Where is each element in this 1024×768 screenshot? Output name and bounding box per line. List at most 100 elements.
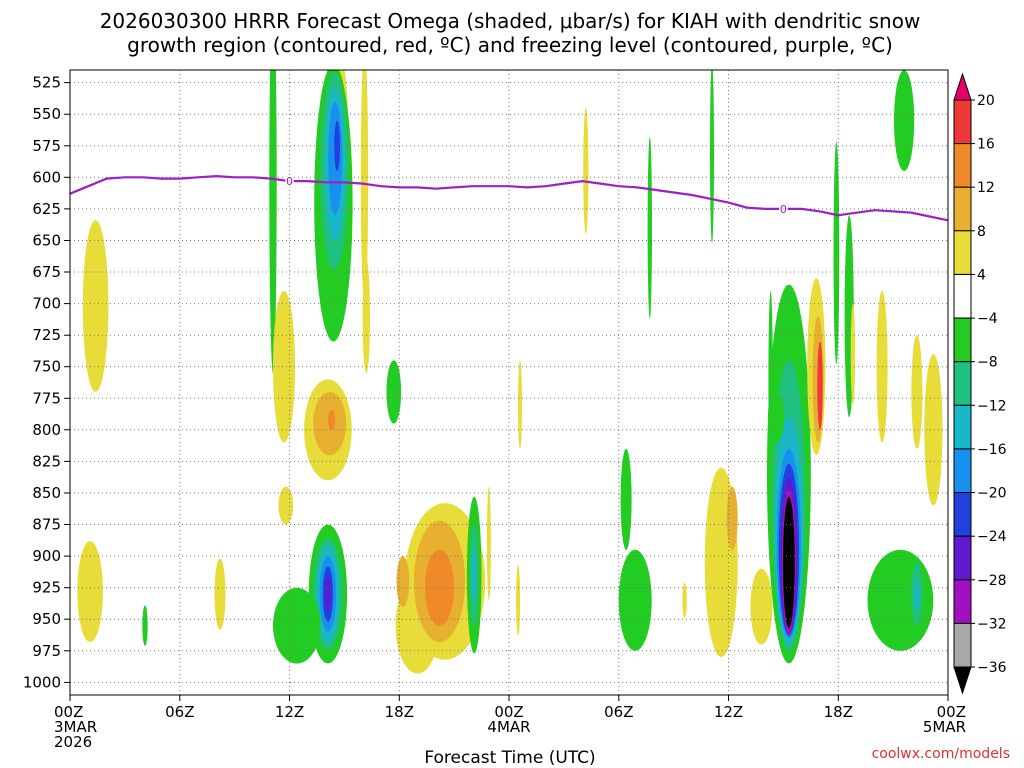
omega-feature-58	[833, 142, 840, 365]
omega-feature-44	[710, 70, 714, 243]
colorbar-label-11: −28	[977, 573, 1007, 589]
colorbar-swatch-7	[953, 361, 972, 406]
y-tick-label-925: 925	[32, 579, 61, 597]
colorbar-swatch-2	[953, 143, 972, 188]
omega-feature-52	[783, 496, 795, 629]
omega-feature-11	[273, 290, 295, 443]
omega-feature-24	[214, 558, 226, 630]
omega-feature-43	[726, 486, 738, 550]
x-tick-label-12-0: 12Z	[275, 703, 304, 721]
colorbar-label-1: 16	[977, 137, 995, 153]
x-tick-label-0-0: 00Z	[54, 703, 83, 721]
omega-feature-63	[924, 354, 943, 506]
x-axis-label: Forecast Time (UTC)	[424, 748, 595, 768]
omega-feature-60	[850, 303, 856, 405]
chart-title-line1: 2026030300 HRRR Forecast Omega (shaded, …	[100, 9, 921, 33]
credit-text: coolwx.com/models	[872, 746, 1010, 762]
colorbar-label-10: −24	[977, 529, 1007, 545]
omega-feature-40	[618, 549, 652, 651]
colorbar-swatch-3	[953, 186, 972, 232]
x-tick-label-0-1: 3MAR	[54, 718, 97, 736]
omega-feature-4	[360, 70, 369, 304]
y-tick-label-750: 750	[32, 358, 61, 376]
omega-feature-39	[620, 448, 632, 550]
x-tick-label-42-0: 18Z	[824, 703, 853, 721]
x-tick-label-48-0: 00Z	[937, 703, 966, 721]
y-tick-label-725: 725	[32, 326, 61, 344]
y-tick-label-600: 600	[32, 168, 61, 186]
y-tick-label-575: 575	[32, 137, 61, 155]
y-tick-label-800: 800	[32, 421, 61, 439]
omega-feature-10	[334, 120, 340, 172]
colorbar-swatch-8	[953, 404, 972, 450]
colorbar-swatch-9	[953, 448, 972, 493]
colorbar-label-12: −32	[977, 616, 1007, 632]
x-tick-label-48-1: 5MAR	[923, 718, 966, 736]
chart-title-line2: growth region (contoured, red, ºC) and f…	[127, 33, 893, 57]
omega-shading	[77, 70, 943, 674]
y-tick-label-950: 950	[32, 610, 61, 628]
colorbar-swatch-12	[953, 579, 972, 624]
y-tick-label-850: 850	[32, 484, 61, 502]
y-tick-label-1000: 1000	[23, 673, 61, 691]
omega-feature-64	[894, 70, 915, 171]
colorbar-bottom-arrow	[953, 666, 972, 695]
colorbar-label-2: 12	[977, 180, 995, 196]
colorbar-label-6: −8	[977, 355, 998, 371]
colorbar-swatch-13	[953, 622, 972, 668]
omega-feature-36	[516, 564, 521, 636]
colorbar-swatch-1	[953, 99, 972, 145]
freezing-level-label-1: 0	[780, 203, 787, 216]
omega-feature-29	[424, 549, 455, 626]
omega-feature-25	[142, 605, 148, 646]
freezing-level-line	[69, 174, 949, 222]
x-tick-label-24-1: 4MAR	[487, 718, 530, 736]
omega-feature-22	[325, 576, 331, 612]
omega-feature-54	[768, 290, 773, 468]
colorbar-label-4: 4	[977, 268, 986, 284]
omega-feature-67	[914, 578, 920, 610]
omega-feature-23	[273, 587, 321, 664]
colorbar-label-13: −36	[977, 660, 1007, 676]
omega-feature-65	[867, 549, 934, 651]
y-tick-label-525: 525	[32, 74, 61, 92]
omega-feature-41	[682, 582, 687, 618]
y-axis-ticks: 525 550 575 600 625 650 675 700 725 750 775 800 825 8…	[23, 74, 70, 691]
y-tick-label-825: 825	[32, 452, 61, 470]
colorbar-label-0: 20	[977, 93, 995, 109]
omega-feature-14	[327, 409, 336, 430]
omega-feature-1	[77, 541, 103, 642]
y-tick-label-700: 700	[32, 295, 61, 313]
omega-feature-33	[472, 549, 477, 601]
omega-feature-35	[518, 360, 522, 449]
freezing-level-label-0: 0	[286, 175, 293, 188]
omega-feature-0	[82, 220, 109, 392]
colorbar-swatch-5	[953, 274, 972, 319]
y-tick-label-875: 875	[32, 516, 61, 534]
omega-feature-37	[583, 107, 589, 235]
omega-feature-5	[362, 259, 370, 374]
colorbar-label-9: −20	[977, 486, 1007, 502]
omega-feature-16	[278, 486, 294, 525]
colorbar-label-8: −16	[977, 442, 1007, 458]
x-tick-label-24-0: 00Z	[494, 703, 523, 721]
y-tick-label-775: 775	[32, 389, 61, 407]
y-tick-label-625: 625	[32, 200, 61, 218]
colorbar-swatch-4	[953, 230, 972, 275]
y-tick-label-900: 900	[32, 547, 61, 565]
omega-feature-57	[817, 341, 823, 430]
y-tick-label-550: 550	[32, 105, 61, 123]
omega-feature-15	[386, 360, 402, 424]
y-tick-label-675: 675	[32, 263, 61, 281]
x-tick-label-36-0: 12Z	[714, 703, 743, 721]
colorbar-label-5: −4	[977, 311, 998, 327]
colorbar-label-3: 8	[977, 224, 986, 240]
x-tick-label-0-2: 2026	[54, 733, 92, 751]
x-tick-label-6-0: 06Z	[165, 703, 194, 721]
omega-feature-30	[396, 556, 410, 607]
colorbar-swatch-6	[953, 317, 972, 363]
freezing-level-contour: 00	[69, 174, 949, 222]
x-tick-label-18-0: 18Z	[385, 703, 414, 721]
